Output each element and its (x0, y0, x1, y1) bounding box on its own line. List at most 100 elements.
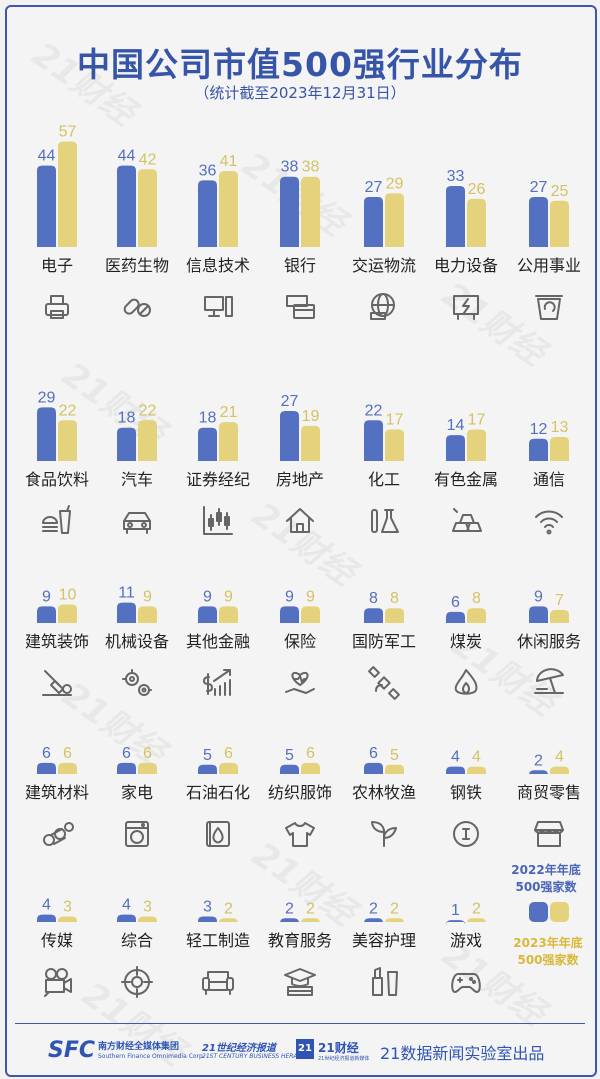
chart-subtitle: （统计截至2023年12月31日） (194, 84, 406, 102)
target-icon (121, 966, 153, 998)
category-label: 医药生物 (105, 256, 169, 275)
value-label-2022: 9 (203, 588, 212, 605)
category-label: 农林牧渔 (352, 783, 416, 802)
power-panel-icon (453, 295, 479, 320)
value-label-2022: 27 (365, 179, 383, 196)
bar-2023 (138, 420, 157, 461)
category-label: 房地产 (276, 470, 324, 489)
category-label: 休闲服务 (517, 632, 581, 651)
sfc-logo: SFC (48, 1038, 96, 1063)
herald-name-en: 21ST CENTURY BUSINESS HERALD (202, 1053, 306, 1060)
legend-2023: 2023年年底 500强家数 (506, 935, 590, 969)
category-label: 传媒 (41, 931, 73, 950)
category-label: 国防军工 (352, 632, 416, 651)
bar-2023 (550, 200, 569, 247)
value-label-2023: 10 (59, 587, 77, 604)
category-label: 保险 (284, 632, 316, 651)
value-label-2022: 4 (122, 897, 131, 914)
beach-umbrella-icon (534, 668, 564, 694)
legend-2023-line2: 500强家数 (517, 953, 579, 967)
value-label-2023: 57 (59, 124, 77, 141)
value-label-2022: 5 (285, 747, 294, 764)
bar-2023 (301, 606, 320, 623)
value-label-2023: 19 (302, 408, 320, 425)
bar-2023 (58, 420, 77, 461)
steel-coin-icon (453, 821, 479, 847)
bar-2022 (280, 411, 299, 461)
legend-2023-line1: 2023年年底 (513, 936, 583, 950)
value-label-2022: 18 (118, 410, 136, 427)
lipstick-icon (372, 967, 398, 996)
leaf-icon (371, 821, 397, 847)
value-label-2023: 3 (143, 898, 152, 915)
category-label: 通信 (533, 470, 565, 489)
value-label-2022: 4 (451, 749, 460, 766)
category-label: 钢铁 (450, 783, 482, 802)
bar-2022 (37, 407, 56, 461)
pills-icon (123, 298, 151, 317)
value-label-2022: 2 (285, 900, 294, 917)
value-label-2023: 8 (472, 590, 481, 607)
shop-icon (534, 821, 564, 847)
category-label: 商贸零售 (517, 783, 581, 802)
shovel-brick-icon (42, 670, 72, 696)
category-label: 建筑材料 (25, 783, 89, 802)
wifi-icon (535, 510, 563, 535)
credit-line: 21数据新闻实验室出品 (380, 1044, 545, 1063)
sofa-icon (202, 971, 234, 995)
category-label: 电力设备 (434, 256, 498, 275)
value-label-2023: 2 (390, 900, 399, 917)
graduation-cap-icon (284, 968, 316, 996)
bar-2022 (280, 764, 299, 774)
value-label-2022: 29 (38, 389, 56, 406)
category-label: 有色金属 (434, 470, 498, 489)
bar-2022 (280, 176, 299, 247)
chart-title: 中国公司市值500强行业分布 (77, 45, 523, 84)
value-label-2023: 17 (468, 412, 486, 429)
value-label-2023: 8 (390, 590, 399, 607)
bar-2022 (117, 602, 136, 623)
footer: SFC 南方财经全媒体集团 Southern Finance Omnimedia… (48, 1036, 578, 1068)
caijing-name-cn: 21财经 (318, 1041, 359, 1055)
oil-tank-icon (206, 821, 230, 847)
heart-hand-icon (285, 671, 315, 694)
bar-2023 (467, 918, 486, 924)
bar-2022 (117, 762, 136, 774)
value-label-2022: 5 (203, 747, 212, 764)
category-label: 汽车 (121, 470, 153, 489)
bar-2022 (198, 606, 217, 623)
category-label: 教育服务 (268, 931, 332, 950)
bar-2023 (301, 762, 320, 774)
value-label-2023: 6 (143, 745, 152, 762)
value-label-2023: 2 (224, 900, 233, 917)
category-label: 证券经纪 (186, 470, 250, 489)
bar-2022 (529, 606, 548, 623)
category-label: 公用事业 (517, 256, 581, 275)
bar-2022 (117, 427, 136, 461)
legend-swatch-2023 (550, 902, 569, 922)
gamepad-icon (451, 973, 481, 993)
value-label-2022: 18 (199, 410, 217, 427)
value-label-2022: 2 (534, 752, 543, 769)
bar-2022 (364, 420, 383, 461)
bar-2022 (446, 920, 465, 926)
value-label-2022: 9 (534, 588, 543, 605)
category-label: 银行 (284, 256, 316, 275)
burger-drink-icon (42, 505, 71, 534)
value-label-2023: 9 (306, 588, 315, 605)
bar-2023 (138, 916, 157, 922)
bar-2022 (529, 438, 548, 461)
gears-icon (122, 669, 152, 696)
bar-2023 (467, 429, 486, 461)
value-label-2023: 26 (468, 181, 486, 198)
bar-2023 (385, 429, 404, 461)
bar-2023 (301, 425, 320, 461)
watermark: 21财经 (55, 675, 176, 776)
logs-icon (43, 822, 74, 846)
legend-2022: 2022年年底 500强家数 (506, 862, 586, 896)
value-label-2023: 5 (390, 747, 399, 764)
washing-machine-icon (125, 821, 149, 847)
category-label: 石油石化 (186, 783, 250, 802)
value-label-2023: 22 (59, 402, 77, 419)
